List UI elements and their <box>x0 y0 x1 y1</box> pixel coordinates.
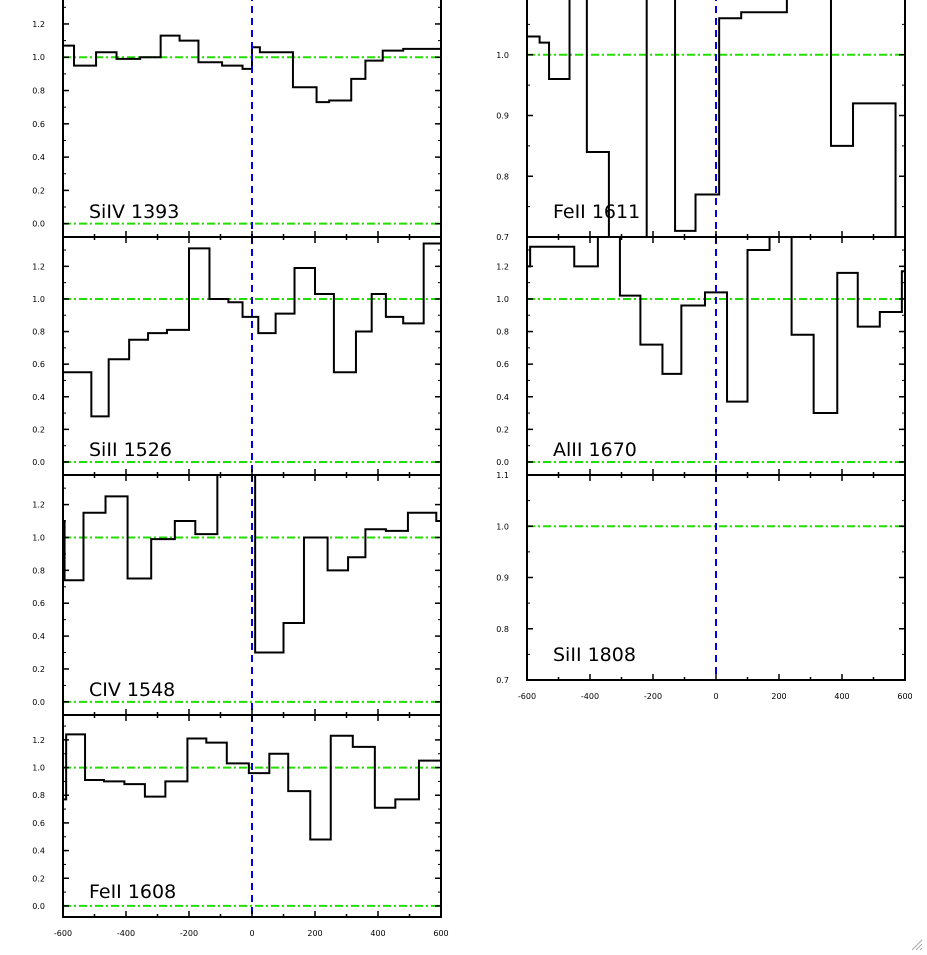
y-tick-label: 0.0 <box>32 458 45 467</box>
x-tick-label: -600 <box>54 929 72 938</box>
y-tick-label: 1.0 <box>32 53 45 62</box>
panel-siiv-1393: 0.0 0.2 0.4 0.6 0.8 1.0 1.2 SiIV 1393 <box>32 0 442 238</box>
y-tick-label: 0.7 <box>496 676 509 685</box>
y-tick-label: 0.8 <box>32 87 45 96</box>
y-tick-label: 0.8 <box>496 328 509 337</box>
y-tick-label: 1.0 <box>32 295 45 304</box>
y-tick-label: 0.8 <box>32 791 45 800</box>
y-tick-label: 0.9 <box>496 112 509 121</box>
y-tick-label: 0.0 <box>32 698 45 707</box>
plot-area-alii-1670 <box>527 237 905 475</box>
y-tick-label: 0.4 <box>32 632 45 641</box>
x-tick-label: 400 <box>370 929 385 938</box>
y-tick-label: 1.2 <box>32 736 45 745</box>
x-tick-label: -200 <box>644 692 662 701</box>
x-tick-label: 0 <box>249 929 254 938</box>
spectrum-line-siii-1526 <box>63 242 441 418</box>
y-tick-label: 0.4 <box>32 153 45 162</box>
x-tick-label: 0 <box>713 692 718 701</box>
y-tick-label: 0.9 <box>496 574 509 583</box>
x-tick-label: -200 <box>180 929 198 938</box>
y-tick-label: 1.2 <box>32 20 45 29</box>
y-tick-label: 0.2 <box>32 425 45 434</box>
y-tick-label: 0.6 <box>32 599 45 608</box>
y-tick-label: 0.0 <box>496 458 509 467</box>
x-tick-label: -400 <box>117 929 135 938</box>
x-tick-label: 200 <box>307 929 322 938</box>
y-tick-label: 0.8 <box>496 625 509 634</box>
y-tick-label: 0.7 <box>496 233 509 242</box>
x-tick-label: 600 <box>897 692 912 701</box>
y-tick-label: 1.0 <box>496 295 509 304</box>
panel-feii-1611: 0.7 0.8 0.9 1.0 FeII 1611 <box>496 0 906 242</box>
plot-area-civ-1548 <box>63 475 441 715</box>
y-tick-label: 0.2 <box>32 874 45 883</box>
panel-siii-1808: 0.7 0.8 0.9 1.0 1.1 -600 -400 -200 0 200 400 600 SiI… <box>496 471 912 701</box>
spectrum-line-feii-1611 <box>527 0 905 237</box>
y-tick-label: 1.2 <box>32 501 45 510</box>
panel-alii-1670: 0.0 0.2 0.4 0.6 0.8 1.0 1.2 AlII 1670 <box>496 236 906 476</box>
ion-label: SiIV 1393 <box>89 201 179 223</box>
x-tick-label: 400 <box>834 692 849 701</box>
x-tick-label: -600 <box>518 692 536 701</box>
ion-label: AlII 1670 <box>553 439 637 461</box>
y-tick-label: 0.4 <box>32 393 45 402</box>
plot-area-feii-1611 <box>527 0 905 237</box>
plot-area-feii-1608 <box>63 715 441 917</box>
x-tick-label: 200 <box>771 692 786 701</box>
ion-label: FeII 1611 <box>553 201 640 223</box>
y-tick-label: 0.6 <box>32 360 45 369</box>
y-tick-label: 0.8 <box>32 328 45 337</box>
y-tick-label: 1.0 <box>496 522 509 531</box>
ion-label: SiII 1526 <box>89 439 172 461</box>
panel-siii-1526: 0.0 0.2 0.4 0.6 0.8 1.0 1.2 SiII 1526 <box>32 236 442 476</box>
y-tick-label: 0.0 <box>32 902 45 911</box>
y-tick-label: 0.6 <box>32 120 45 129</box>
spectrum-line-feii-1608 <box>63 733 441 841</box>
y-tick-label: 1.0 <box>32 533 45 542</box>
y-tick-label: 1.0 <box>32 764 45 773</box>
plot-area-siii-1526 <box>63 237 441 475</box>
y-tick-label: 0.8 <box>32 566 45 575</box>
ion-label: SiII 1808 <box>553 644 636 666</box>
y-tick-label: 0.6 <box>32 819 45 828</box>
y-tick-label: 0.8 <box>496 172 509 181</box>
ion-label: CIV 1548 <box>89 679 175 701</box>
x-tick-label: -400 <box>581 692 599 701</box>
spectrum-line-civ-1548 <box>63 475 441 654</box>
y-tick-label: 0.2 <box>32 186 45 195</box>
y-tick-label: 1.2 <box>496 262 509 271</box>
resize-grip-icon[interactable] <box>909 937 923 951</box>
panel-civ-1548: 0.0 0.2 0.4 0.6 0.8 1.0 1.2 CIV 1548 <box>32 474 442 716</box>
y-tick-label: 0.4 <box>496 393 509 402</box>
plot-area-siiv-1393 <box>63 0 441 237</box>
y-tick-label: 1.2 <box>32 262 45 271</box>
panel-feii-1608: 0.0 0.2 0.4 0.6 0.8 1.0 1.2 -600 -400 -200 0 200 400… <box>32 714 449 938</box>
y-tick-label: 1.0 <box>496 51 509 60</box>
plot-area-siii-1808 <box>527 475 905 680</box>
y-tick-label: 0.6 <box>496 360 509 369</box>
y-tick-label: 1.1 <box>496 471 509 480</box>
x-tick-label: 600 <box>433 929 448 938</box>
spectrum-line-alii-1670 <box>527 237 905 415</box>
y-tick-label: 0.2 <box>496 425 509 434</box>
y-tick-label: 0.4 <box>32 847 45 856</box>
y-tick-label: 0.2 <box>32 665 45 674</box>
ion-label: FeII 1608 <box>89 881 176 903</box>
y-tick-label: 0.0 <box>32 220 45 229</box>
